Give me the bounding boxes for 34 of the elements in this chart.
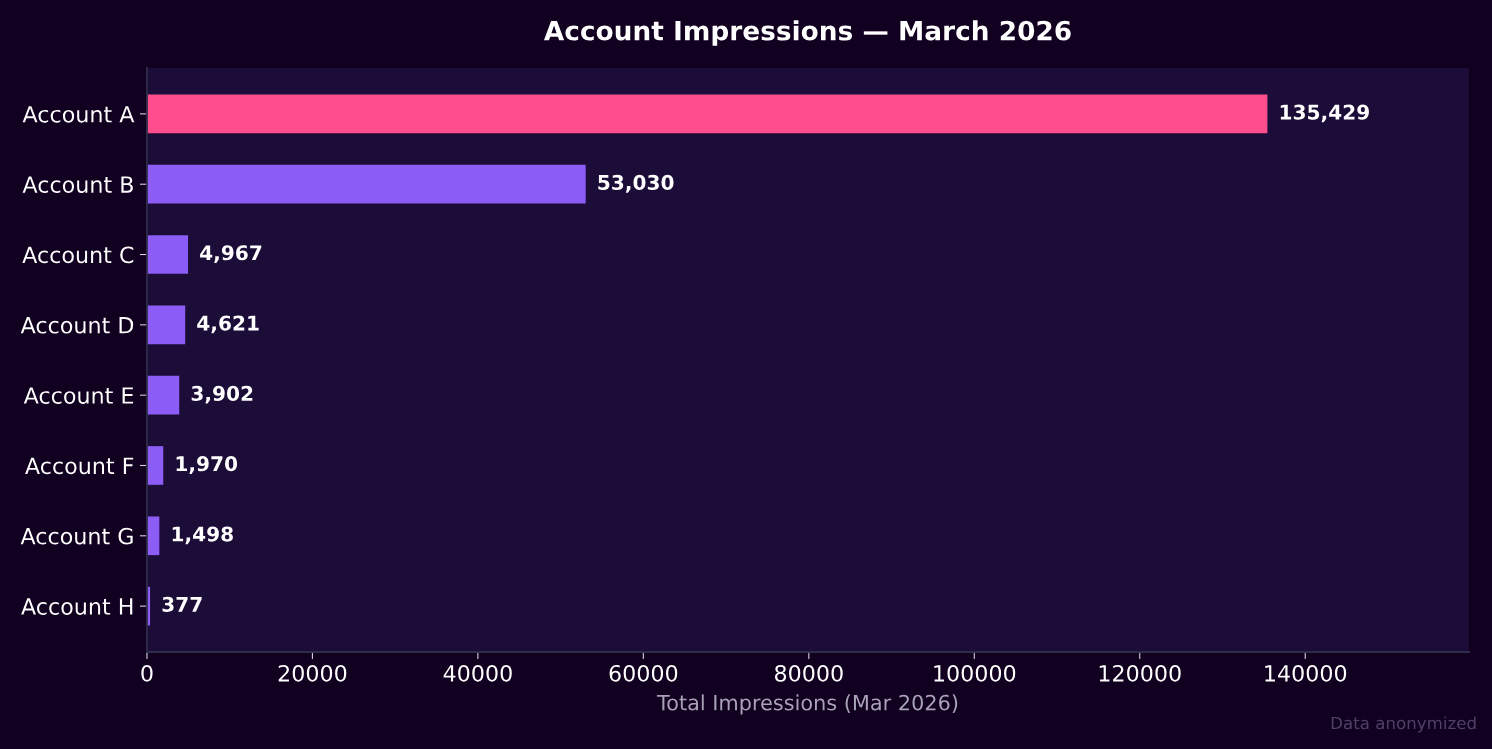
bar (146, 94, 1268, 134)
data-label: 135,429 (1280, 104, 1369, 123)
x-axis-title: Total Impressions (Mar 2026) (656, 694, 958, 715)
text: Data anonymized (1331, 716, 1476, 733)
x-tick-label: 100000 (934, 664, 1016, 682)
y-tick-label: Account A (22, 106, 135, 123)
x-tick-label: 60000 (609, 664, 678, 682)
x-tick-label: 20000 (278, 664, 347, 682)
x-tick-label: 140000 (1265, 664, 1347, 682)
data-label: 53,030 (598, 174, 674, 193)
chart-title: Account Impressions — March 2026 (543, 20, 1071, 46)
bar (146, 235, 189, 274)
x-tick-label: 80000 (774, 664, 843, 682)
y-tick-label: Account H (21, 598, 133, 615)
y-tick-label: Account F (25, 457, 134, 475)
y-tick-label: Account D (20, 317, 134, 334)
bar (146, 305, 186, 345)
bar (146, 164, 586, 204)
data-label: 3,902 (191, 385, 253, 404)
data-label: 4,621 (197, 315, 259, 334)
bar (146, 375, 180, 415)
x-tick-label: 40000 (443, 664, 512, 682)
data-label: 4,967 (200, 245, 262, 263)
y-tick-label: Account B (22, 176, 133, 193)
x-tick-label: 120000 (1099, 664, 1181, 682)
x-tick-label: 0 (141, 664, 153, 682)
data-label: 1,498 (172, 526, 233, 545)
data-label: 377 (162, 596, 202, 612)
y-tick-label: Account G (20, 527, 133, 545)
data-label: 1,970 (176, 456, 238, 474)
bar (146, 446, 164, 485)
y-tick-label: Account C (22, 246, 134, 264)
y-tick-label: Account E (23, 387, 134, 404)
bar (146, 516, 160, 556)
